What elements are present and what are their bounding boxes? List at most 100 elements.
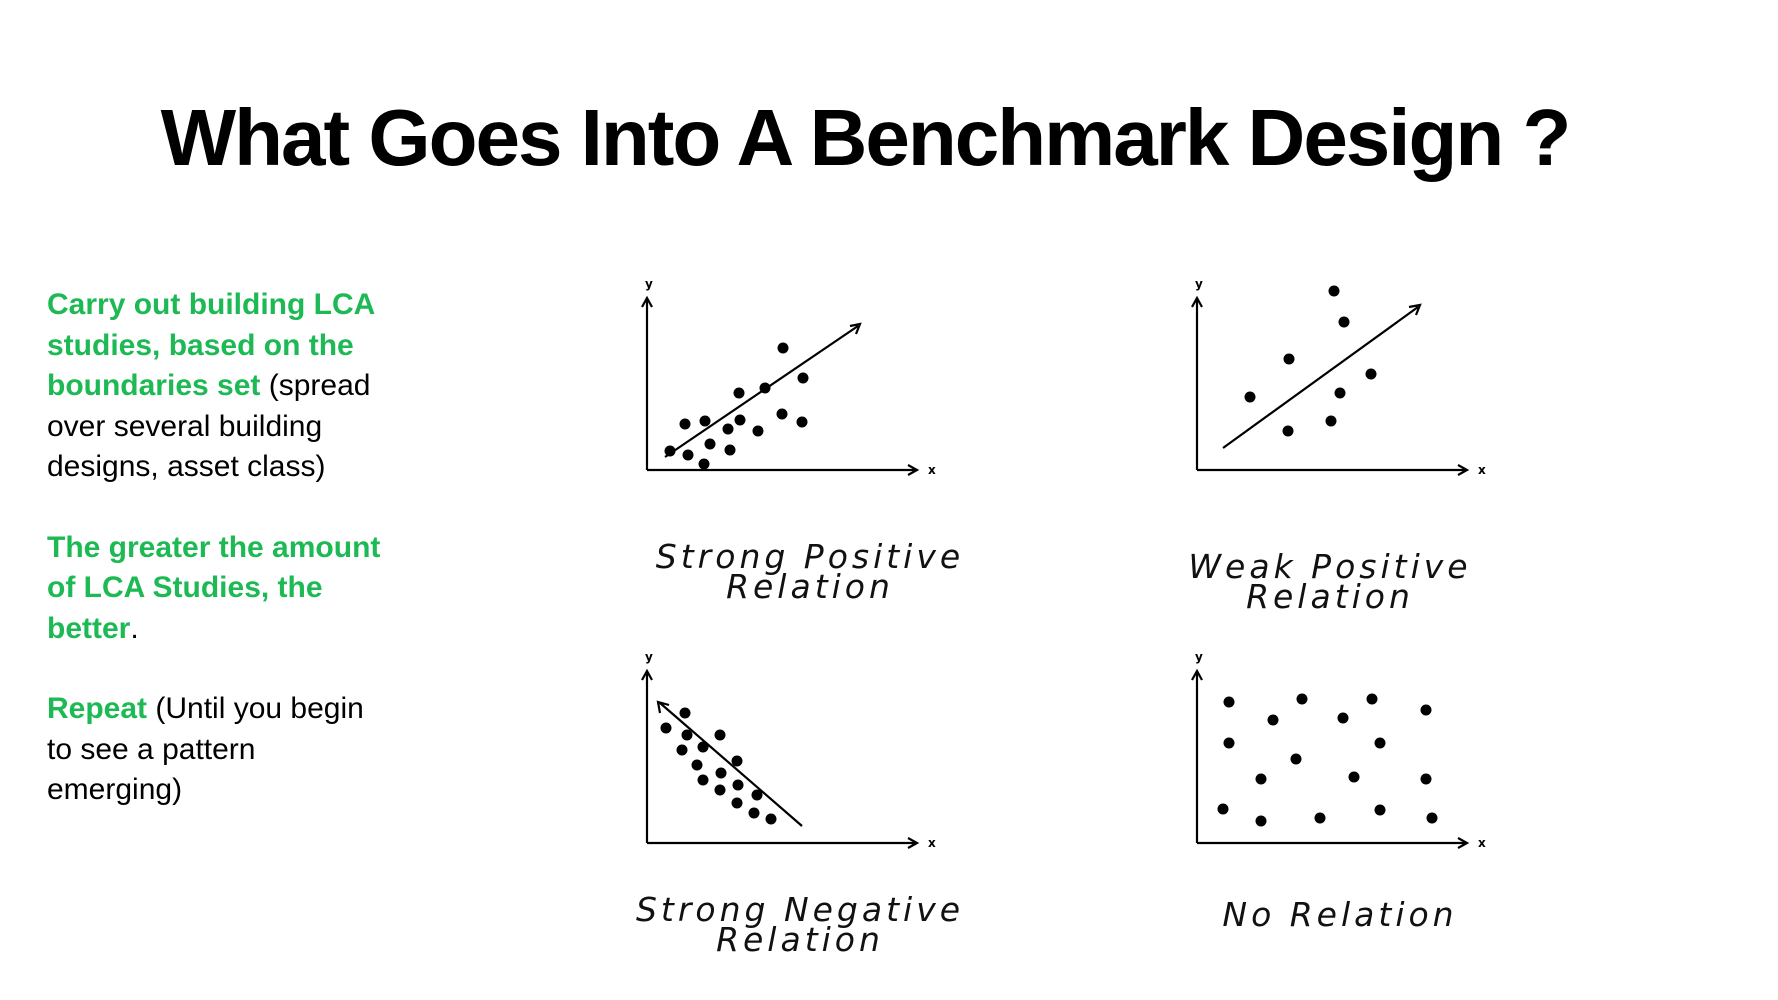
y-axis-label: y xyxy=(1195,650,1203,664)
data-point xyxy=(752,425,764,437)
data-point xyxy=(1374,804,1386,816)
data-point xyxy=(1217,803,1229,815)
data-point xyxy=(715,767,727,779)
data-point xyxy=(704,438,716,450)
y-axis xyxy=(641,668,653,843)
data-point xyxy=(676,744,688,756)
highlight-repeat: Repeat xyxy=(47,692,148,725)
x-axis-label: x xyxy=(928,836,936,850)
caption-line-1: Strong Positive xyxy=(655,537,965,576)
data-point xyxy=(1282,425,1294,437)
data-point xyxy=(714,729,726,741)
data-point xyxy=(733,387,745,399)
slide-title: What Goes Into A Benchmark Design ? xyxy=(160,93,1572,182)
data-point xyxy=(679,707,691,719)
data-point xyxy=(1244,391,1256,403)
data-point xyxy=(751,789,763,801)
data-points xyxy=(1217,693,1438,827)
caption-line-1: No Relation xyxy=(1222,895,1458,934)
data-point xyxy=(1365,368,1377,380)
data-point xyxy=(698,458,710,470)
y-axis-label: y xyxy=(1195,277,1203,291)
data-point xyxy=(1334,387,1346,399)
x-axis xyxy=(1197,837,1470,849)
trend-line-up xyxy=(1222,303,1422,449)
data-point xyxy=(1255,815,1267,827)
data-point xyxy=(697,741,709,753)
x-axis xyxy=(647,464,920,476)
data-point xyxy=(1296,693,1308,705)
data-point xyxy=(679,418,691,430)
scatter-no-relation: y x xyxy=(1191,650,1486,850)
paragraph-lca-studies: Carry out building LCA studies, based on… xyxy=(47,285,387,488)
text-period: . xyxy=(130,611,139,645)
data-point xyxy=(748,807,760,819)
data-point xyxy=(714,784,726,796)
x-axis-label: x xyxy=(1478,463,1486,477)
caption-line-2: Relation xyxy=(1246,577,1414,616)
data-point xyxy=(776,408,788,420)
data-point xyxy=(682,449,694,461)
caption-strong-negative: Strong Negative Relation xyxy=(570,890,1030,959)
data-point xyxy=(734,414,746,426)
data-point xyxy=(1223,737,1235,749)
highlight-lca-studies: Carry out building LCA studies, based on… xyxy=(47,288,375,402)
caption-line-2: Relation xyxy=(716,920,884,959)
y-axis-label: y xyxy=(645,650,653,664)
data-point xyxy=(664,445,676,457)
data-point xyxy=(732,779,744,791)
data-point xyxy=(1426,812,1438,824)
data-point xyxy=(681,729,693,741)
paragraph-more-studies: The greater the amount of LCA Studies, t… xyxy=(47,528,387,650)
data-point xyxy=(1314,812,1326,824)
data-point xyxy=(765,813,777,825)
x-axis-label: x xyxy=(928,463,936,477)
data-point xyxy=(731,797,743,809)
y-axis xyxy=(1191,668,1203,843)
caption-line-1: Weak Positive xyxy=(1188,547,1472,586)
data-point xyxy=(1420,773,1432,785)
data-points xyxy=(1244,285,1377,437)
data-point xyxy=(1283,353,1295,365)
data-point xyxy=(724,444,736,456)
data-point xyxy=(1374,737,1386,749)
data-point xyxy=(660,722,672,734)
trend-line-down xyxy=(656,700,803,827)
data-point xyxy=(1348,771,1360,783)
caption-weak-positive: Weak Positive Relation xyxy=(1120,547,1540,616)
text-repeat-detail: (Until you begin to see a pattern emergi… xyxy=(47,692,364,806)
data-point xyxy=(699,415,711,427)
body-text: Carry out building LCA studies, based on… xyxy=(47,285,387,851)
data-point xyxy=(1420,704,1432,716)
scatter-strong-positive: y x xyxy=(641,277,936,477)
data-point xyxy=(1338,316,1350,328)
data-point xyxy=(1223,696,1235,708)
y-axis xyxy=(1191,295,1203,470)
x-axis xyxy=(647,837,920,849)
caption-line-2: Relation xyxy=(726,567,894,606)
x-axis xyxy=(1197,464,1470,476)
highlight-more-studies: The greater the amount of LCA Studies, t… xyxy=(47,530,381,645)
data-point xyxy=(1290,753,1302,765)
data-point xyxy=(1328,285,1340,297)
y-axis xyxy=(641,295,653,470)
data-point xyxy=(1255,773,1267,785)
paragraph-repeat: Repeat (Until you begin to see a pattern… xyxy=(47,689,387,811)
scatter-strong-negative: y x xyxy=(641,650,936,850)
data-point xyxy=(797,372,809,384)
data-point xyxy=(796,416,808,428)
data-point xyxy=(1366,693,1378,705)
data-point xyxy=(1267,714,1279,726)
y-axis-label: y xyxy=(645,277,653,291)
data-point xyxy=(731,755,743,767)
data-point xyxy=(777,342,789,354)
data-point xyxy=(697,774,709,786)
scatter-weak-positive: y x xyxy=(1191,277,1486,477)
data-point xyxy=(1325,415,1337,427)
data-point xyxy=(759,382,771,394)
caption-no-relation: No Relation xyxy=(1120,895,1560,934)
caption-line-1: Strong Negative xyxy=(635,890,965,929)
data-point xyxy=(691,759,703,771)
data-points xyxy=(660,707,777,825)
text-lca-studies-detail: (spread over several building designs, a… xyxy=(47,369,371,483)
